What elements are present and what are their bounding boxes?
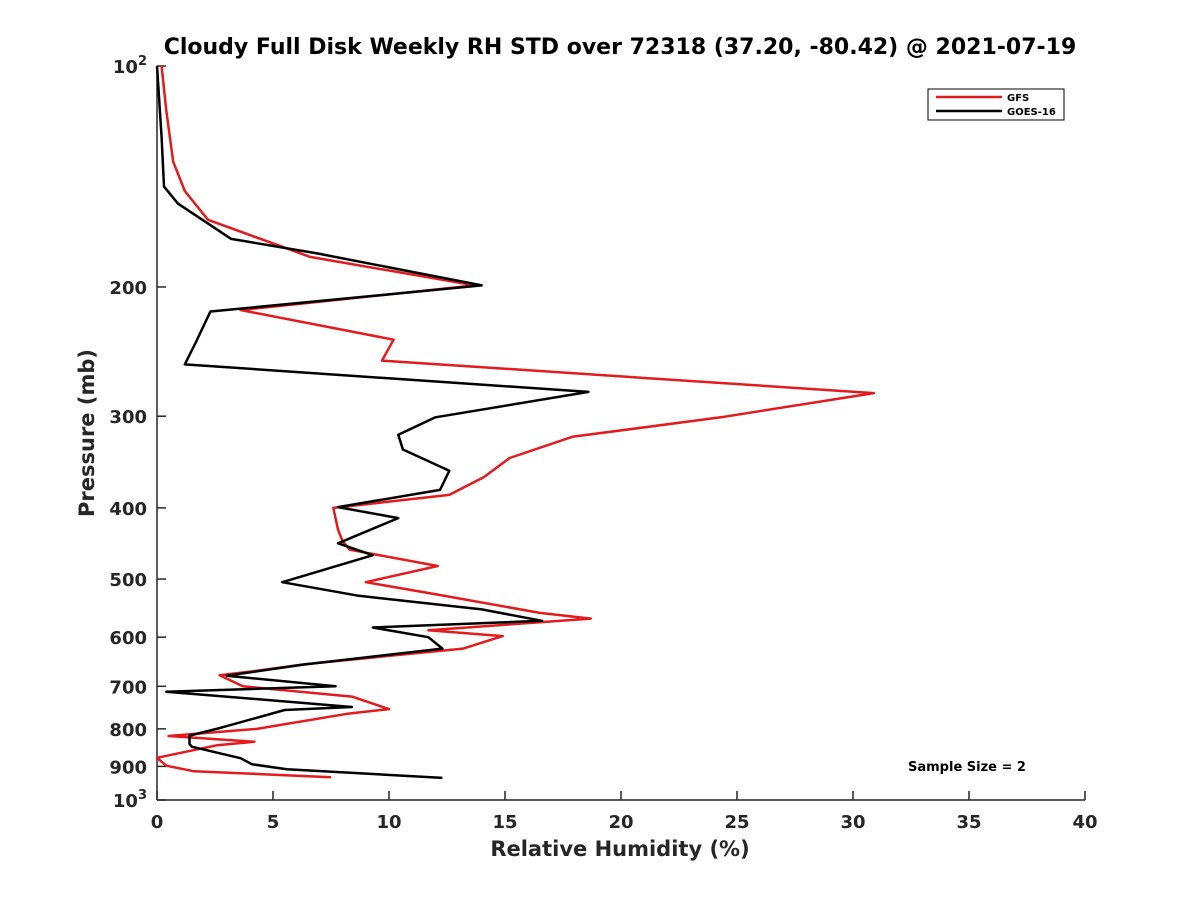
y-tick-label: 900 bbox=[109, 757, 147, 778]
legend-box bbox=[927, 88, 1065, 121]
y-tick-label: 103 bbox=[113, 788, 147, 812]
x-tick-label: 30 bbox=[840, 812, 865, 833]
x-tick-label: 0 bbox=[151, 812, 164, 833]
y-tick-label: 800 bbox=[109, 720, 147, 741]
y-tick-label: 300 bbox=[109, 407, 147, 428]
series-line-goes-16 bbox=[155, 65, 590, 780]
x-tick-label: 25 bbox=[724, 812, 749, 833]
x-tick-label: 40 bbox=[1072, 812, 1097, 833]
y-tick-label: 700 bbox=[109, 677, 147, 698]
x-tick-label: 35 bbox=[956, 812, 981, 833]
y-tick-label: 600 bbox=[109, 628, 147, 649]
x-tick-label: 5 bbox=[267, 812, 280, 833]
legend-label-goes-16: GOES-16 bbox=[1007, 107, 1056, 118]
legend: GFS GOES-16 bbox=[927, 88, 1065, 121]
y-axis: 102 200 300 400 500 600 700 800 900 103 bbox=[109, 54, 166, 812]
y-axis-label: Pressure (mb) bbox=[75, 349, 99, 517]
x-axis-label: Relative Humidity (%) bbox=[490, 837, 749, 861]
legend-label-gfs: GFS bbox=[1007, 93, 1029, 104]
y-tick-label: 400 bbox=[109, 499, 147, 520]
chart-title: Cloudy Full Disk Weekly RH STD over 7231… bbox=[164, 35, 1077, 60]
y-tick-label: 200 bbox=[109, 278, 147, 299]
y-tick-label: 102 bbox=[113, 54, 147, 78]
x-tick-label: 15 bbox=[492, 812, 517, 833]
sample-size-annotation: Sample Size = 2 bbox=[908, 760, 1026, 775]
series-line-gfs bbox=[155, 65, 876, 779]
x-tick-label: 20 bbox=[608, 812, 633, 833]
y-tick-label: 500 bbox=[109, 570, 147, 591]
series-layer bbox=[155, 65, 876, 780]
x-tick-label: 10 bbox=[376, 812, 401, 833]
x-axis: 0 5 10 15 20 25 30 35 40 bbox=[151, 791, 1098, 833]
